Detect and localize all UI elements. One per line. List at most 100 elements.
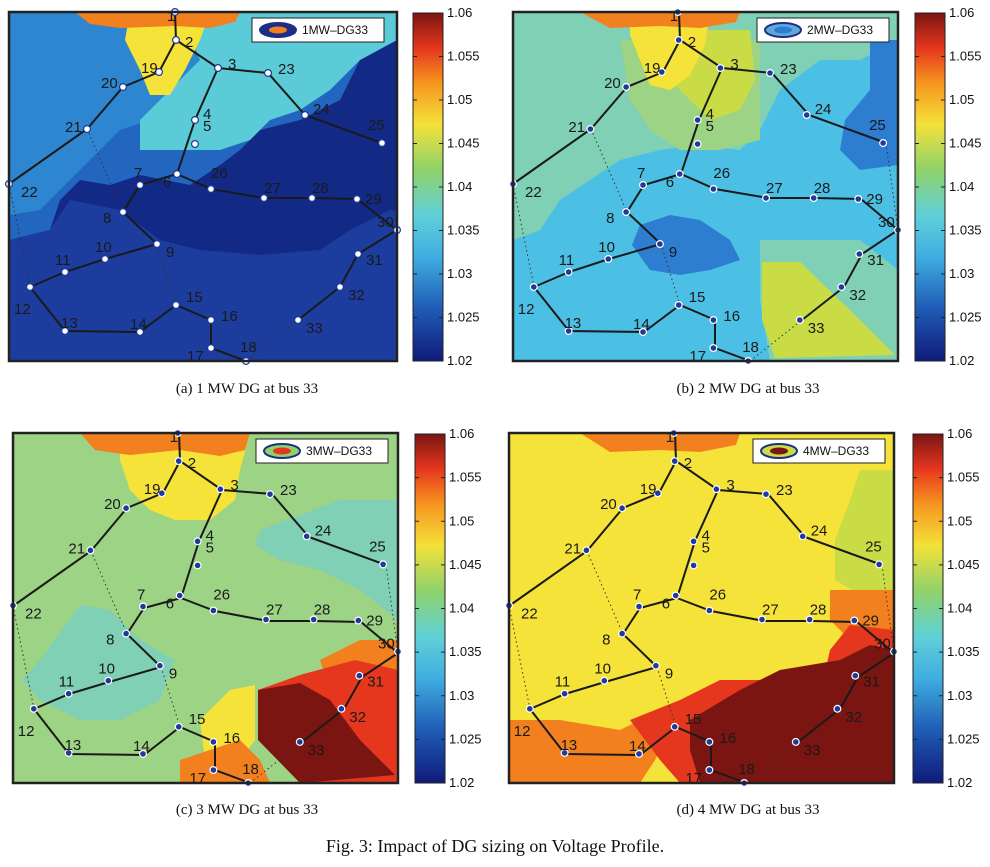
- legend-label: 2MW–DG33: [807, 23, 873, 37]
- bus-node-31: [355, 671, 364, 680]
- bus-label-33: 33: [804, 742, 821, 759]
- bus-node-10: [100, 255, 109, 264]
- colorbar-tick-label: 1.05: [447, 92, 472, 107]
- bus-label-19: 19: [141, 60, 158, 77]
- bus-node-4: [689, 537, 698, 546]
- tie-lines: [12, 550, 399, 784]
- bus-node-32: [837, 283, 846, 292]
- bus-node-28: [805, 615, 814, 624]
- bus-node-6: [175, 591, 184, 600]
- bus-label-10: 10: [95, 239, 112, 256]
- bus-node-14: [136, 328, 145, 337]
- bus-label-5: 5: [702, 539, 710, 556]
- bus-node-29: [854, 195, 863, 204]
- bus-label-11: 11: [55, 252, 71, 269]
- legend-swatch-core: [774, 26, 792, 34]
- bus-label-33: 33: [808, 320, 825, 337]
- colorbar-ramp: [412, 12, 444, 362]
- bus-label-2: 2: [684, 455, 692, 472]
- bus-label-22: 22: [525, 184, 542, 201]
- bus-label-4: 4: [706, 106, 714, 123]
- bus-node-29: [353, 195, 362, 204]
- tie-lines: [512, 128, 899, 362]
- bus-label-17: 17: [189, 770, 206, 787]
- colorbar-tick-label: 1.025: [949, 310, 982, 325]
- bus-node-8: [622, 208, 631, 217]
- bus-label-21: 21: [564, 540, 581, 557]
- bus-label-14: 14: [130, 316, 147, 333]
- bus-node-2: [172, 35, 181, 44]
- bus-label-30: 30: [874, 636, 891, 653]
- bus-node-12: [29, 704, 38, 713]
- bus-node-26: [207, 185, 216, 194]
- bus-label-26: 26: [713, 165, 730, 182]
- bus-node-27: [262, 615, 271, 624]
- bus-node-3: [216, 485, 225, 494]
- bus-node-19: [653, 489, 662, 498]
- bus-node-10: [104, 676, 113, 685]
- bus-node-5: [689, 561, 698, 570]
- bus-label-10: 10: [598, 239, 615, 256]
- bus-node-12: [529, 283, 538, 292]
- panel-c: [12, 432, 400, 784]
- voltage-region: [632, 215, 740, 275]
- bus-label-27: 27: [266, 602, 283, 619]
- bus-node-25: [879, 139, 888, 148]
- bus-node-17: [709, 344, 718, 353]
- bus-label-31: 31: [366, 252, 383, 269]
- bus-label-22: 22: [25, 606, 42, 623]
- bus-node-19: [657, 67, 666, 76]
- bus-label-5: 5: [203, 118, 211, 135]
- bus-node-23: [761, 490, 770, 499]
- bus-label-33: 33: [306, 320, 323, 337]
- bus-label-8: 8: [602, 632, 610, 649]
- bus-label-23: 23: [280, 482, 297, 499]
- colorbar-tick-label: 1.03: [447, 266, 472, 281]
- bus-label-13: 13: [561, 737, 578, 754]
- colorbar-tick-label: 1.035: [949, 223, 982, 238]
- bus-node-25: [378, 139, 387, 148]
- bus-label-28: 28: [814, 180, 831, 197]
- legend-swatch-core: [269, 26, 287, 34]
- bus-node-9: [155, 661, 164, 670]
- panel-caption: (d) 4 MW DG at bus 33: [676, 802, 819, 818]
- bus-label-27: 27: [264, 180, 281, 197]
- voltage-region: [509, 720, 665, 783]
- bus-label-15: 15: [186, 289, 203, 306]
- colorbar: 1.06 1.055 1.05 1.045 1.04 1.035 1.03 1.025 1.02: [912, 426, 980, 790]
- voltage-region: [75, 12, 240, 28]
- bus-label-28: 28: [314, 602, 331, 619]
- bus-label-1: 1: [170, 429, 178, 446]
- voltage-region: [255, 500, 398, 620]
- bus-label-5: 5: [706, 118, 714, 135]
- bus-node-14: [638, 328, 647, 337]
- bus-label-7: 7: [137, 587, 145, 604]
- bus-label-14: 14: [133, 738, 150, 755]
- bus-node-11: [64, 689, 73, 698]
- bus-label-13: 13: [565, 315, 582, 332]
- legend-label: 1MW–DG33: [302, 23, 368, 37]
- bus-node-5: [693, 140, 702, 149]
- colorbar-tick-label: 1.04: [449, 601, 474, 616]
- bus-node-25: [875, 560, 884, 569]
- bus-label-28: 28: [810, 602, 827, 619]
- bus-node-12: [26, 283, 35, 292]
- bus-label-15: 15: [685, 711, 702, 728]
- bus-label-29: 29: [862, 613, 879, 630]
- bus-label-15: 15: [689, 289, 706, 306]
- bus-label-12: 12: [18, 723, 35, 740]
- colorbar-tick-label: 1.03: [449, 688, 474, 703]
- panel-caption: (c) 3 MW DG at bus 33: [176, 802, 318, 818]
- bus-label-14: 14: [629, 738, 646, 755]
- bus-label-25: 25: [869, 117, 886, 134]
- bus-label-22: 22: [21, 184, 38, 201]
- bus-node-28: [809, 194, 818, 203]
- bus-label-31: 31: [867, 252, 884, 269]
- bus-label-33: 33: [308, 742, 325, 759]
- voltage-region: [22, 605, 175, 720]
- bus-label-3: 3: [730, 56, 738, 73]
- bus-label-6: 6: [666, 174, 674, 191]
- bus-node-19: [155, 67, 164, 76]
- bus-node-11: [564, 268, 573, 277]
